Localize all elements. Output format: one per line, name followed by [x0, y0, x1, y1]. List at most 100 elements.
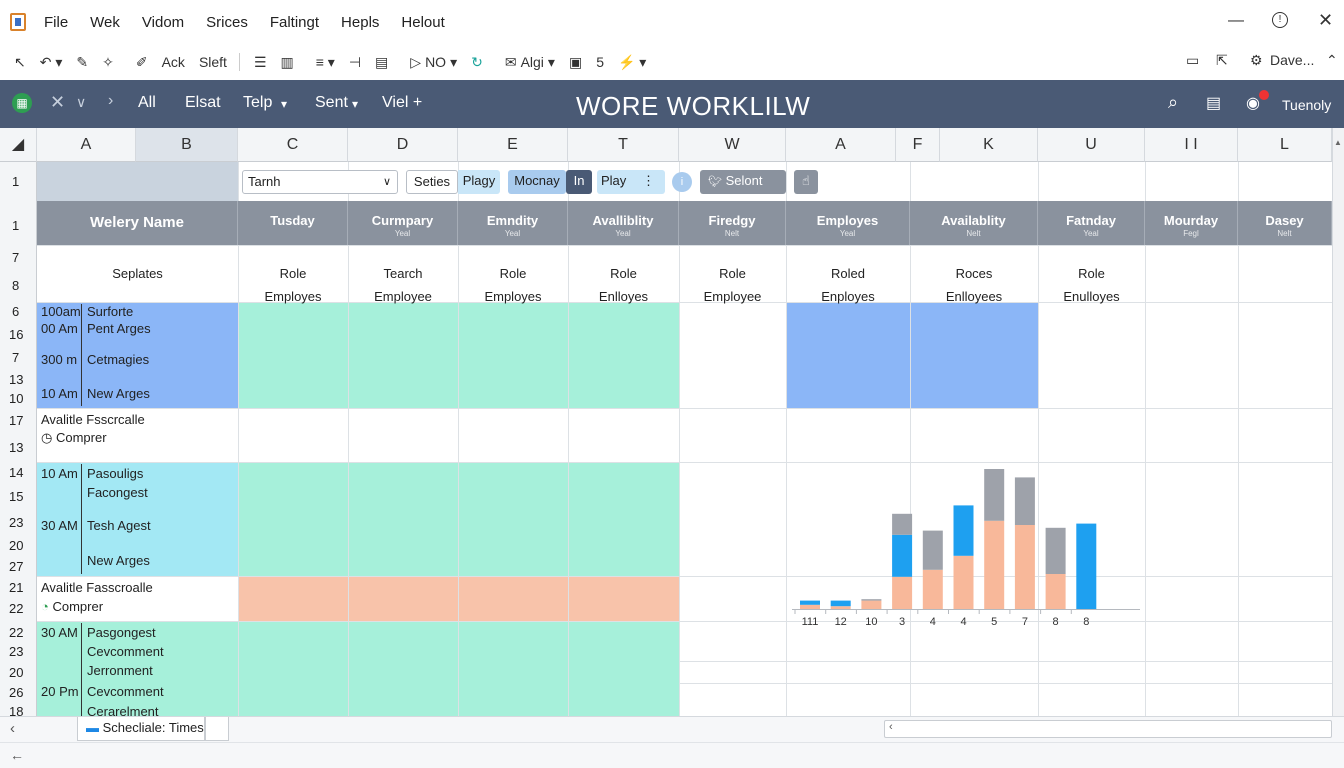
- header-day[interactable]: Firedgy Nelt: [679, 201, 786, 245]
- close-icon[interactable]: ✕: [1318, 10, 1334, 30]
- header-day[interactable]: Availablity Nelt: [910, 201, 1038, 245]
- availability-status[interactable]: ◔ Comprer: [41, 599, 103, 614]
- header-name[interactable]: Welery Name: [37, 201, 238, 245]
- shift-time[interactable]: 300 m: [41, 352, 78, 367]
- chevron-down-icon[interactable]: ▾: [281, 97, 288, 111]
- columns-icon[interactable]: ▥: [280, 53, 294, 70]
- row-number[interactable]: 13: [9, 440, 24, 455]
- col-header-a2[interactable]: A: [786, 128, 896, 162]
- header-day[interactable]: Mourday Fegl: [1145, 201, 1238, 245]
- chevron-down-icon[interactable]: ▾: [352, 97, 359, 111]
- back-arrow-icon[interactable]: ←: [10, 747, 24, 763]
- col-header-k[interactable]: K: [940, 128, 1038, 162]
- nav-sent[interactable]: Sent: [315, 94, 348, 111]
- row-number[interactable]: 20: [9, 538, 24, 553]
- col-header-e[interactable]: E: [458, 128, 568, 162]
- shift-time[interactable]: 100am: [41, 304, 81, 319]
- nav-viel[interactable]: Viel +: [382, 94, 423, 111]
- shift-name[interactable]: New Arges: [87, 386, 150, 401]
- mail-icon[interactable]: ✉: [504, 53, 517, 70]
- row-number[interactable]: 7: [12, 250, 20, 265]
- nav-all[interactable]: All: [138, 94, 156, 111]
- search-icon[interactable]: ⌕: [1168, 92, 1179, 112]
- header-day[interactable]: Dasey Nelt: [1238, 201, 1332, 245]
- sleft-button[interactable]: Sleft: [198, 54, 227, 70]
- shift-time[interactable]: 00 Am: [41, 321, 78, 336]
- notification-icon[interactable]: ◉: [1246, 95, 1260, 112]
- hand-icon[interactable]: ☝︎: [794, 170, 818, 194]
- shift-block[interactable]: [37, 302, 238, 408]
- select-all-corner[interactable]: ◢: [0, 128, 37, 162]
- menu-file[interactable]: File: [44, 13, 69, 31]
- shift-name[interactable]: Pent Arges: [87, 321, 151, 336]
- scroll-left-icon[interactable]: ‹: [889, 721, 893, 733]
- availability-title[interactable]: Avalitle Fasscroalle: [41, 580, 153, 595]
- col-header-d[interactable]: D: [348, 128, 458, 162]
- row-number[interactable]: 22: [9, 625, 24, 640]
- shift-name[interactable]: Facongest: [87, 485, 148, 500]
- add-sheet-button[interactable]: [205, 717, 229, 741]
- col-header-f[interactable]: F: [896, 128, 940, 162]
- play-icon[interactable]: ▷: [410, 53, 422, 70]
- number-five[interactable]: 5: [596, 54, 604, 70]
- embedded-bar-chart[interactable]: 111 12 10 3 4 4 5 7 8 8: [786, 468, 1142, 644]
- list-icon[interactable]: ☰: [253, 53, 267, 70]
- shift-name[interactable]: Jerronment: [87, 663, 153, 678]
- header-day[interactable]: Fatnday Yeal: [1038, 201, 1145, 245]
- play-button[interactable]: Plagy: [458, 170, 500, 194]
- shift-name[interactable]: Tesh Agest: [87, 518, 151, 533]
- chevron-down-icon[interactable]: ▾: [547, 53, 555, 70]
- play-button-2[interactable]: Play ⋮: [597, 170, 665, 194]
- col-header-u[interactable]: U: [1038, 128, 1145, 162]
- role-cell[interactable]: Role Enlloyes: [568, 262, 679, 308]
- pen-icon[interactable]: ✎: [76, 53, 89, 70]
- col-header-i[interactable]: I I: [1145, 128, 1238, 162]
- role-cell[interactable]: Role Employee: [679, 262, 786, 308]
- wand-icon[interactable]: ⚡ ▾: [617, 53, 647, 70]
- menu-faltingt[interactable]: Faltingt: [269, 13, 320, 31]
- table-icon[interactable]: ▤: [375, 53, 389, 70]
- no-dropdown[interactable]: NO: [425, 54, 447, 70]
- row-number[interactable]: 6: [12, 304, 20, 319]
- folder-icon[interactable]: ▭: [1186, 52, 1200, 68]
- shift-time[interactable]: 10 Am: [41, 466, 78, 481]
- selected-cell-a2[interactable]: [37, 162, 238, 201]
- role-row-label[interactable]: Seplates: [112, 266, 163, 281]
- shift-time[interactable]: 30 AM: [41, 518, 78, 533]
- col-header-w[interactable]: W: [679, 128, 786, 162]
- role-cell[interactable]: Role Employes: [238, 262, 348, 308]
- role-cell[interactable]: Roces Enlloyees: [910, 262, 1038, 308]
- ack-button[interactable]: Ack: [161, 54, 185, 70]
- notes-icon[interactable]: ▤: [1206, 95, 1222, 112]
- shift-name[interactable]: Pasgongest: [87, 625, 156, 640]
- menu-hepls[interactable]: Hepls: [341, 13, 380, 31]
- search-input[interactable]: Tarnh ∨: [242, 170, 398, 194]
- header-day[interactable]: Emndity Yeal: [458, 201, 568, 245]
- row-number[interactable]: 26: [9, 685, 24, 700]
- scroll-left-icon[interactable]: ‹: [10, 720, 15, 737]
- info-icon[interactable]: !: [1272, 12, 1288, 28]
- row-number[interactable]: 20: [9, 665, 24, 680]
- monday-button[interactable]: Mocnay: [508, 170, 566, 194]
- info-icon[interactable]: i: [672, 172, 692, 192]
- header-day[interactable]: Curmpary Yeal: [348, 201, 458, 245]
- row-number[interactable]: 18: [9, 704, 24, 716]
- row-number[interactable]: 27: [9, 559, 24, 574]
- image-icon[interactable]: ▣: [568, 53, 583, 70]
- menu-helout[interactable]: Helout: [401, 13, 445, 31]
- header-day[interactable]: Employes Yeal: [786, 201, 910, 245]
- shift-block[interactable]: [37, 462, 238, 576]
- col-header-t[interactable]: T: [568, 128, 679, 162]
- chevron-down-icon[interactable]: ∨: [76, 94, 87, 110]
- role-cell[interactable]: Tearch Employee: [348, 262, 458, 308]
- row-number[interactable]: 13: [9, 372, 24, 387]
- magic-icon[interactable]: ✧: [102, 53, 114, 70]
- col-header-c[interactable]: C: [238, 128, 348, 162]
- shift-name[interactable]: New Arges: [87, 553, 150, 568]
- sheet-tab-active[interactable]: ▬ Schecliale: Times: [77, 717, 205, 741]
- align-icon[interactable]: ≡ ▾: [315, 53, 335, 70]
- gear-icon[interactable]: ⚙: [1250, 52, 1263, 68]
- menu-srices[interactable]: Srices: [206, 13, 248, 31]
- shift-time[interactable]: 20 Pm: [41, 684, 79, 699]
- availability-title[interactable]: Avalitle Fsscrcalle: [41, 412, 145, 427]
